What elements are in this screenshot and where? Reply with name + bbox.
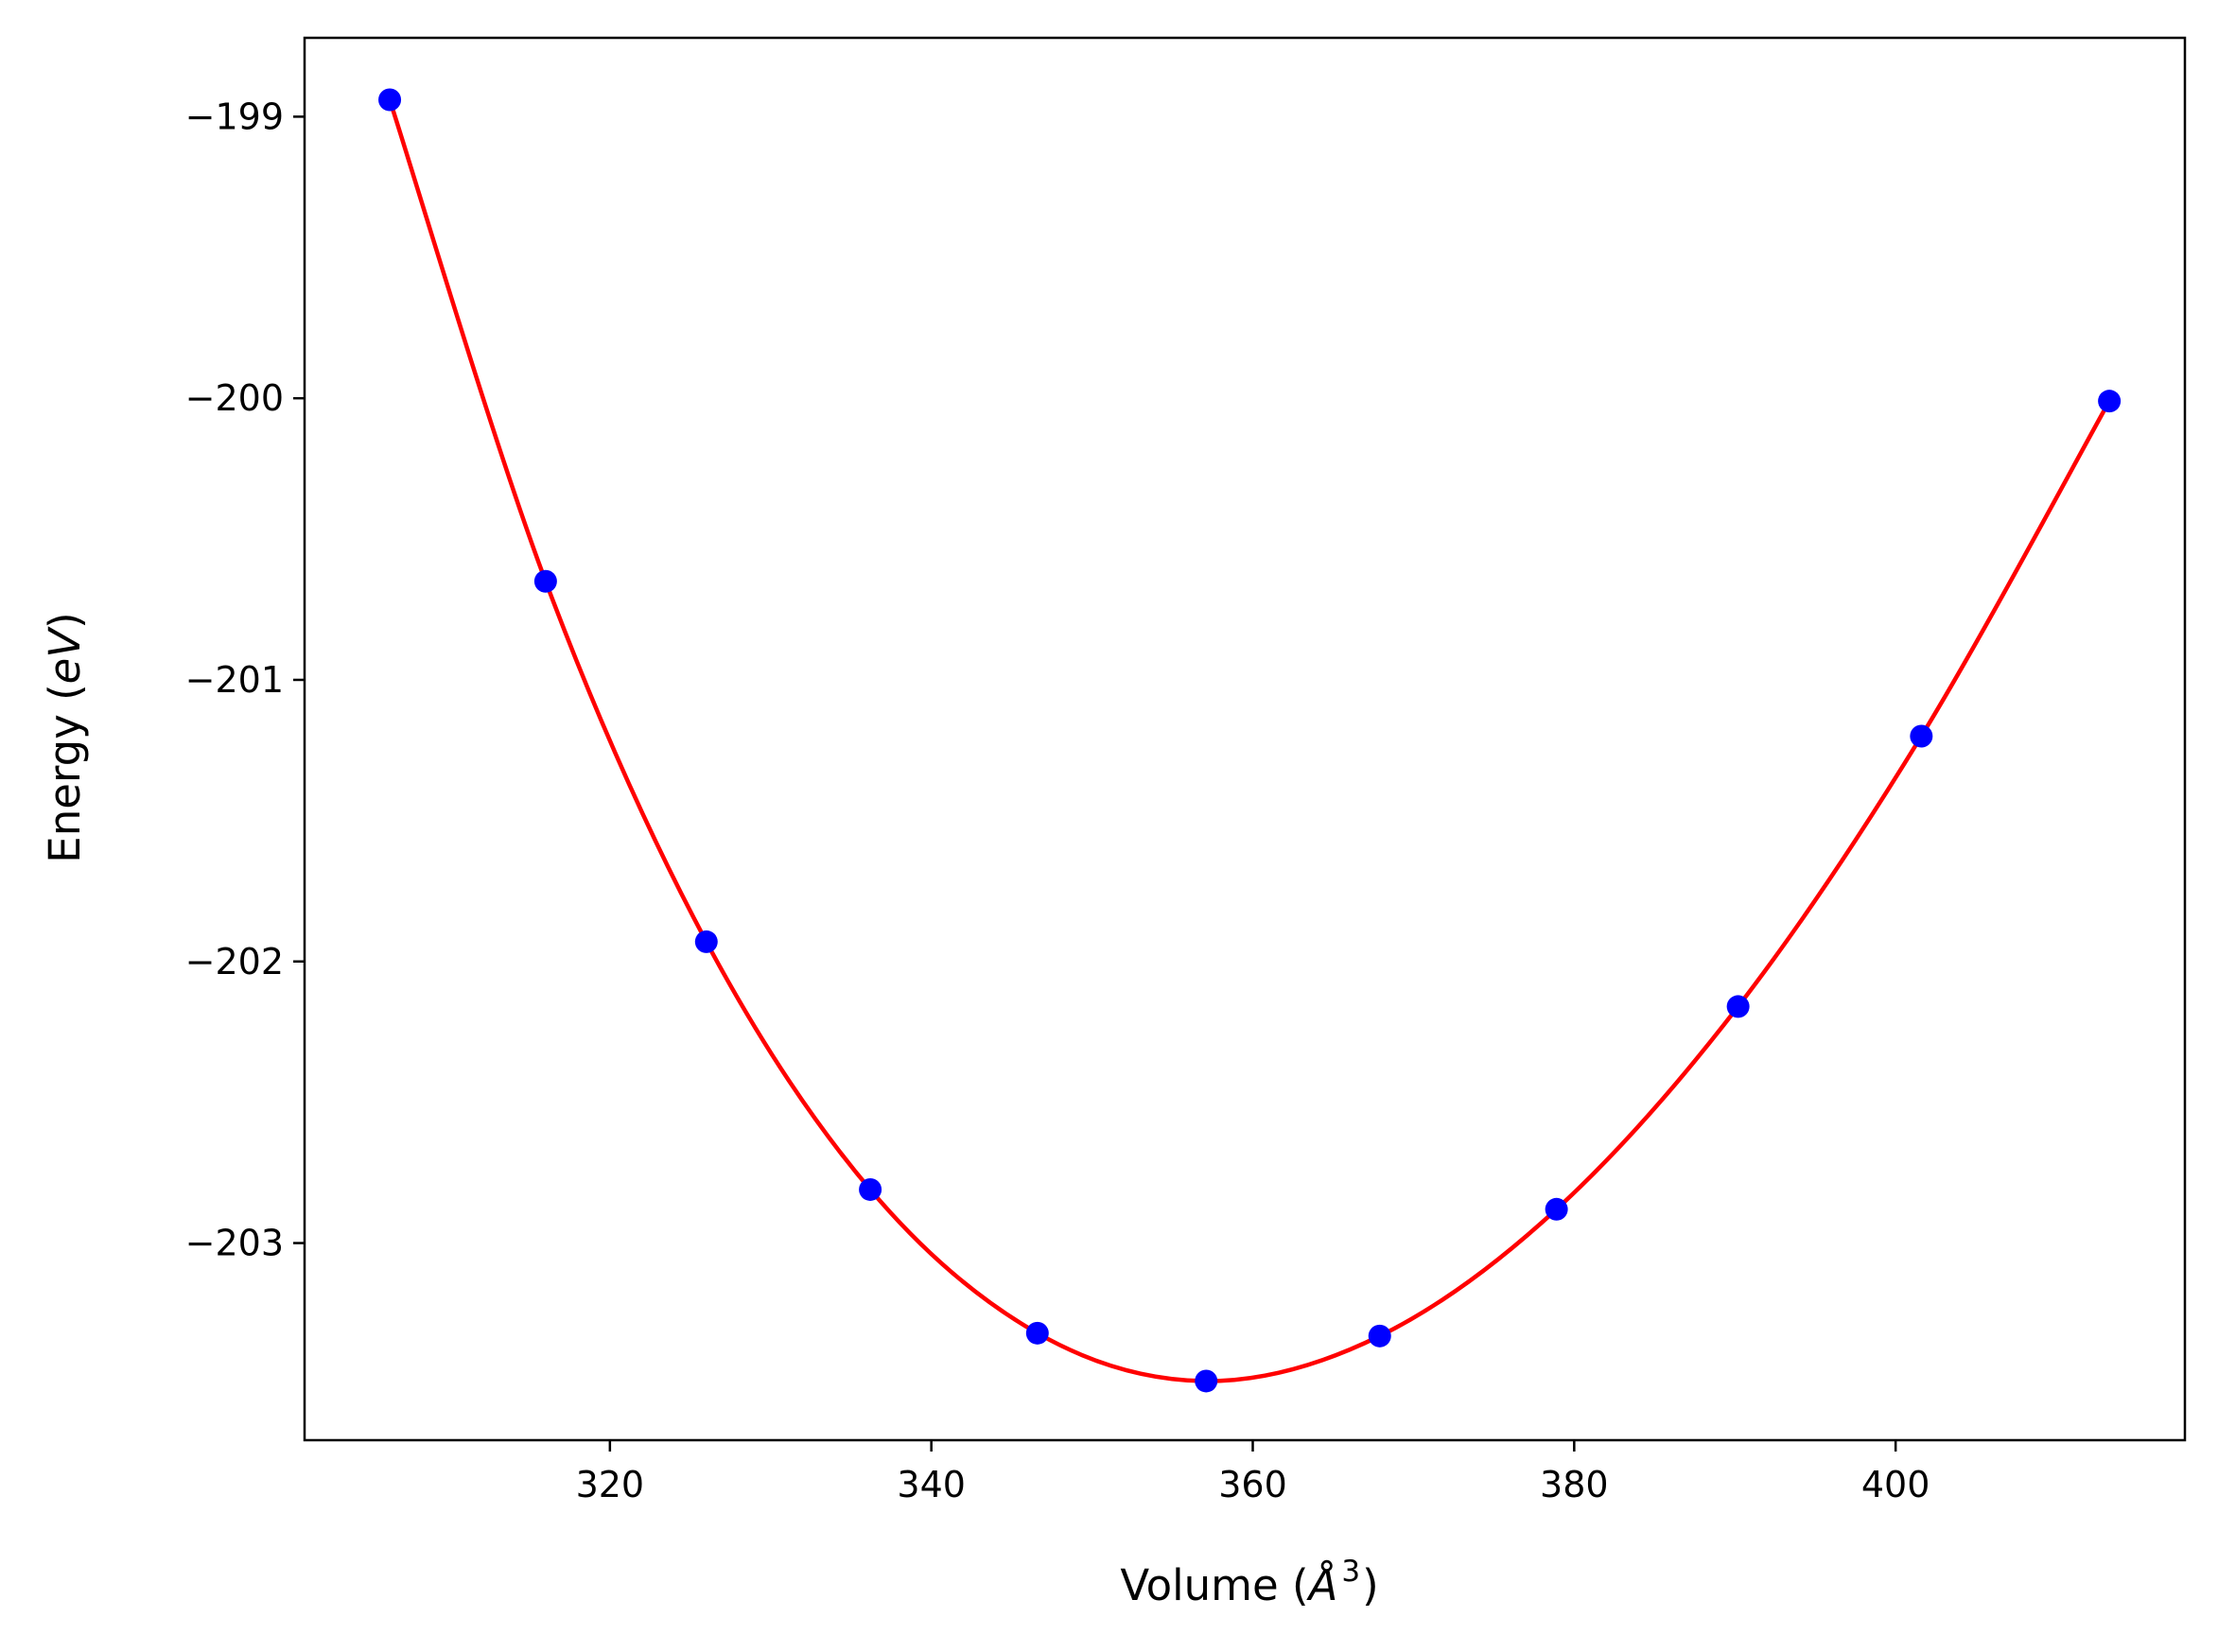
y-tick-label: −199 <box>185 96 284 137</box>
data-point <box>1545 1197 1568 1221</box>
x-tick-label: 360 <box>1218 1464 1287 1505</box>
data-point <box>378 88 402 112</box>
x-tick-label: 340 <box>897 1464 966 1505</box>
x-tick-label: 380 <box>1540 1464 1609 1505</box>
x-axis-label-exponent: 3 <box>1341 1555 1360 1589</box>
axes-frame <box>303 36 2187 1442</box>
data-point <box>2098 390 2122 413</box>
data-point <box>1195 1369 1218 1393</box>
x-axis-label: Volume (Å 3) <box>1120 1555 1378 1610</box>
data-point <box>1726 995 1750 1018</box>
x-tick-label: 320 <box>576 1464 645 1505</box>
y-tick-label: −203 <box>185 1223 284 1264</box>
y-axis-ticks: −199 −200 −201 −202 −203 <box>185 96 305 1264</box>
data-points <box>378 88 2122 1393</box>
data-point <box>533 569 557 593</box>
x-axis-label-suffix: ) <box>1362 1560 1379 1610</box>
x-tick-label: 400 <box>1861 1464 1930 1505</box>
y-axis-label-unit: eV <box>40 626 90 685</box>
y-tick-label: −201 <box>185 659 284 701</box>
y-tick-label: −200 <box>185 377 284 419</box>
x-axis-label-symbol: Å <box>1306 1560 1338 1610</box>
data-point <box>1368 1324 1391 1348</box>
x-axis-label-prefix: Volume ( <box>1120 1560 1308 1610</box>
data-point <box>1025 1321 1049 1345</box>
x-axis-ticks: 320 340 360 380 400 <box>576 1440 1930 1505</box>
plot-area <box>378 88 2122 1393</box>
y-axis-label-suffix: ) <box>40 612 90 629</box>
data-point <box>859 1177 882 1201</box>
y-axis-label-prefix: Energy ( <box>40 684 90 862</box>
fit-curve <box>387 98 2112 1383</box>
y-tick-label: −202 <box>185 941 284 983</box>
data-point <box>1910 724 1933 748</box>
y-axis-label: Energy (eV) <box>40 612 90 862</box>
data-point <box>694 930 718 953</box>
